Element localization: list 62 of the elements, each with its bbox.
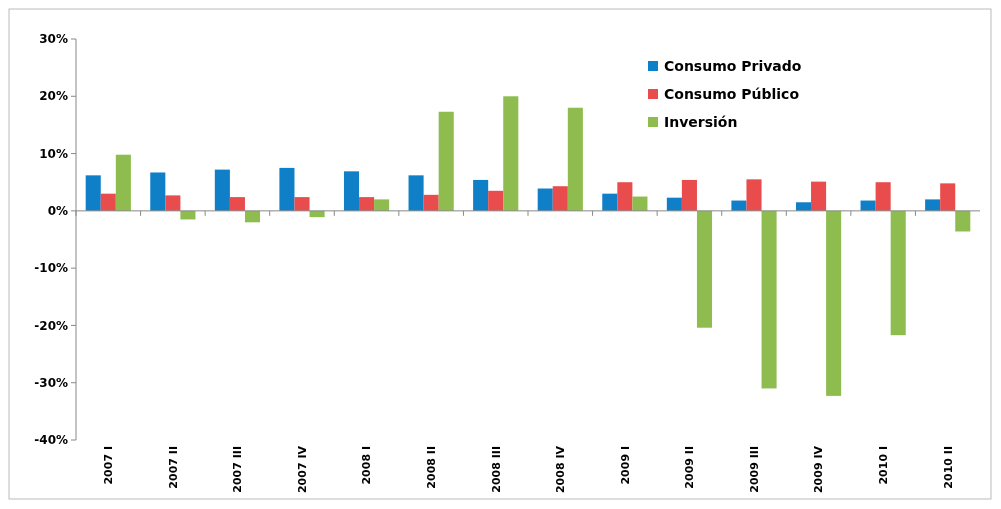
bar <box>115 154 131 211</box>
bar <box>666 197 682 211</box>
bar <box>488 190 504 211</box>
x-tick-label: 2008 III <box>489 446 503 493</box>
x-tick-label: 2010 I <box>876 446 890 485</box>
bar <box>374 199 390 211</box>
y-tick-label: -20% <box>34 318 68 333</box>
y-tick-label: 30% <box>39 32 68 47</box>
bar <box>343 171 360 211</box>
bar <box>955 210 971 232</box>
x-tick-label: 2008 I <box>360 446 374 485</box>
bar <box>537 188 553 211</box>
bar <box>925 199 941 211</box>
bar <box>567 107 583 211</box>
bar <box>408 175 424 211</box>
bar <box>438 111 454 211</box>
bar <box>602 193 618 211</box>
bar <box>890 210 906 336</box>
legend-label: Inversión <box>664 113 738 130</box>
x-tick-label: 2009 IV <box>812 445 826 494</box>
bar <box>617 182 633 211</box>
y-tick-label: -40% <box>34 433 68 448</box>
bar <box>746 179 762 211</box>
x-tick-label: 2007 I <box>102 446 116 485</box>
y-tick-label: 20% <box>39 89 68 104</box>
bar <box>150 172 166 211</box>
bar <box>423 194 439 211</box>
bar <box>294 197 310 211</box>
y-tick-label: -10% <box>34 261 68 276</box>
bar <box>279 167 295 211</box>
y-tick-label: 0% <box>47 204 68 219</box>
bar <box>632 196 648 211</box>
x-tick-label: 2009 III <box>747 446 761 493</box>
bar <box>875 182 891 211</box>
bar <box>795 202 812 211</box>
legend-label: Consumo Privado <box>664 57 802 74</box>
x-tick-label: 2010 II <box>941 446 955 489</box>
bar <box>85 175 101 211</box>
bar <box>503 96 519 211</box>
bar <box>696 210 713 328</box>
y-tick-label: 10% <box>39 146 68 161</box>
x-tick-label: 2008 II <box>424 446 438 489</box>
bar <box>165 195 181 211</box>
bar <box>473 179 489 211</box>
bar <box>229 197 245 211</box>
bar <box>552 186 568 211</box>
x-tick-label: 2009 II <box>683 446 697 489</box>
x-tick-label: 2007 IV <box>295 445 309 494</box>
bar <box>100 193 116 211</box>
bar <box>761 210 777 389</box>
bar <box>826 210 842 396</box>
bar <box>214 169 230 211</box>
bar <box>811 181 827 211</box>
x-tick-label: 2007 III <box>231 446 245 493</box>
bar <box>940 183 956 211</box>
bar <box>359 197 375 211</box>
legend-label: Consumo Público <box>664 85 800 102</box>
x-tick-label: 2008 IV <box>554 445 568 494</box>
bar <box>681 179 697 211</box>
x-tick-label: 2009 I <box>618 446 632 485</box>
y-tick-label: -30% <box>34 375 68 390</box>
x-tick-label: 2007 II <box>166 446 180 489</box>
